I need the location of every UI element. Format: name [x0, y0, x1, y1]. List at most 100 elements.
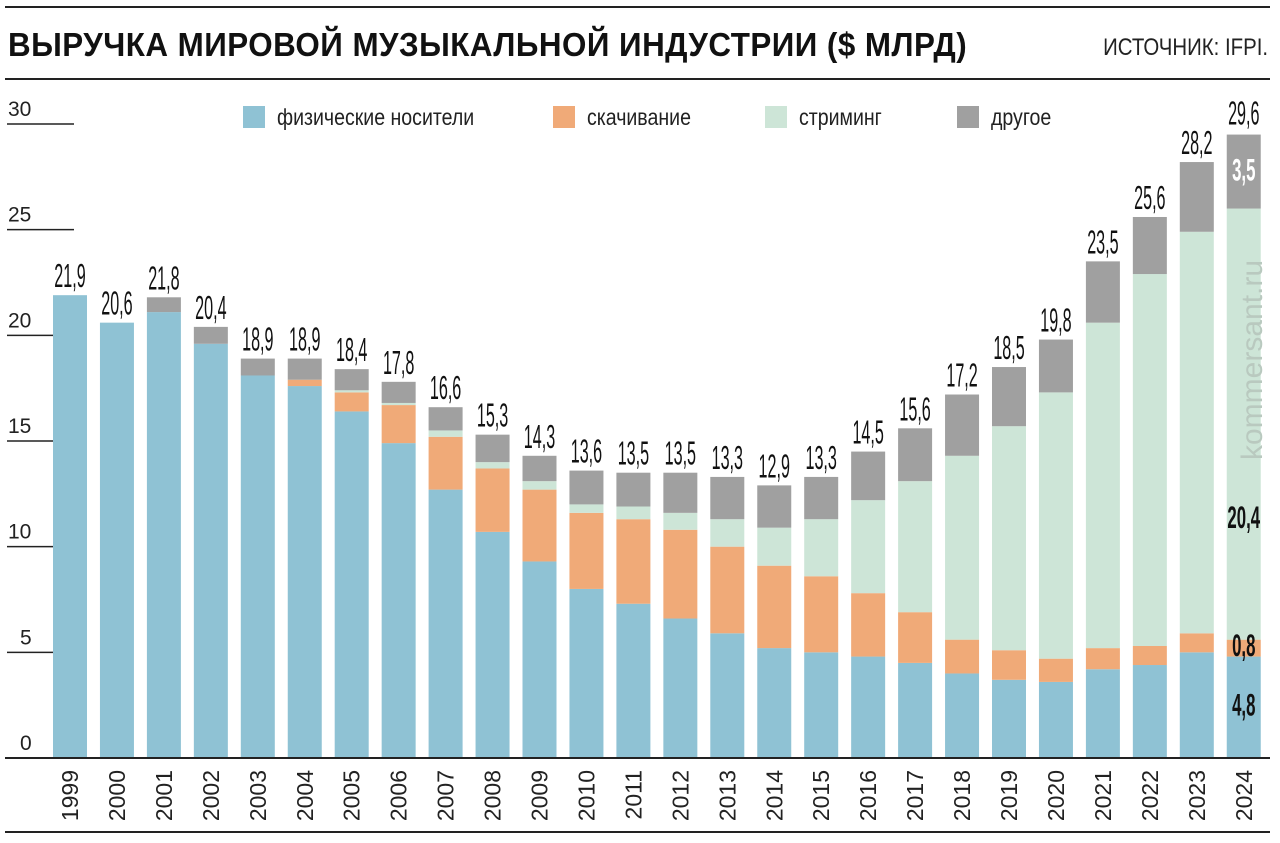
total-label: 13,3: [806, 438, 837, 476]
y-tick-label: 15: [8, 415, 31, 438]
bar-segment-physical: [992, 679, 1026, 758]
total-label: 13,5: [618, 434, 649, 472]
bar-segment-streaming: [1038, 392, 1073, 659]
bar-segment-physical: [804, 652, 839, 758]
bar-segment-physical: [1132, 665, 1167, 758]
bar-segment-download: [898, 612, 933, 663]
y-tick-label: 10: [8, 521, 31, 544]
bar-segment-download: [757, 565, 792, 649]
bar-segment-other: [616, 472, 651, 507]
x-tick-label: 2002: [198, 770, 224, 821]
segment-label-streaming: 20,4: [1227, 501, 1260, 536]
x-tick-label: 2024: [1231, 770, 1257, 821]
bar-segment-physical: [99, 322, 134, 758]
segment-label-physical: 4,8: [1232, 688, 1255, 723]
bar-segment-other: [569, 470, 604, 505]
bar-segment-streaming: [663, 512, 698, 530]
bar-segment-download: [1226, 639, 1261, 657]
total-label: 17,8: [383, 343, 414, 381]
bar-segment-other: [287, 358, 322, 380]
total-label: 23,5: [1087, 223, 1118, 261]
top-rule: [5, 6, 1270, 8]
bar-segment-other: [240, 358, 275, 376]
bar-segment-physical: [1179, 652, 1214, 758]
total-label: 13,5: [665, 434, 696, 472]
bar-segment-physical: [287, 386, 322, 758]
bar-segment-download: [381, 405, 416, 444]
x-tick-label: 2023: [1184, 770, 1210, 821]
bar-segment-physical: [428, 489, 463, 758]
bar-segment-other: [851, 451, 886, 501]
bar-segment-physical: [569, 588, 604, 758]
bar-segment-download: [428, 436, 463, 490]
bar-segment-download: [710, 546, 745, 634]
bar-segment-other: [1179, 162, 1214, 232]
bar-segment-other: [1226, 134, 1261, 209]
bar-segment-streaming: [945, 455, 980, 640]
bar-segment-download: [804, 576, 839, 653]
bar-segment-other: [804, 476, 839, 520]
x-tick-label: 2021: [1090, 770, 1116, 821]
bar-segment-physical: [475, 531, 510, 758]
x-tick-label: 2006: [386, 770, 412, 821]
bar-segment-streaming: [1226, 208, 1261, 640]
legend-label: скачивание: [587, 103, 691, 130]
bar-segment-physical: [616, 603, 651, 758]
legend-item-other: другое: [957, 100, 1062, 134]
x-tick-label: 2011: [620, 770, 646, 819]
bar-segment-download: [851, 593, 886, 657]
bar-segment-physical: [851, 656, 886, 758]
total-label: 19,8: [1040, 301, 1071, 339]
bar-segment-other: [381, 381, 416, 403]
bar-segment-streaming: [522, 481, 557, 490]
total-label: 25,6: [1134, 178, 1165, 216]
legend-label: другое: [991, 103, 1052, 130]
bar-segment-download: [616, 519, 651, 604]
bar-segment-streaming: [569, 504, 604, 513]
x-tick-label: 1999: [57, 770, 83, 821]
bar-segment-download: [1085, 648, 1120, 670]
x-tick-label: 2005: [339, 770, 365, 821]
bar-segment-streaming: [334, 390, 369, 393]
bar-segment-streaming: [804, 519, 839, 577]
x-tick-label: 2003: [245, 770, 271, 821]
bar-segment-download: [287, 379, 322, 387]
bar-segment-streaming: [381, 402, 416, 406]
legend-item-physical: физические носители: [243, 100, 509, 134]
y-tick-label: 5: [20, 626, 32, 649]
legend-swatch-streaming: [765, 106, 787, 128]
segment-label-download: 0,8: [1232, 629, 1255, 664]
total-label: 15,6: [899, 390, 930, 428]
bar-segment-other: [945, 394, 980, 456]
bar-segment-download: [945, 639, 980, 674]
bar-segment-other: [428, 407, 463, 431]
x-tick-label: 2022: [1137, 770, 1163, 821]
total-label: 20,6: [101, 284, 132, 322]
title-rule: [5, 78, 1270, 80]
bar-segment-physical: [146, 312, 181, 758]
bar-segment-physical: [522, 561, 557, 758]
source-note: ИСТОЧНИК: IFPI.: [1103, 34, 1268, 61]
watermark-text: kommersant.ru: [1236, 260, 1269, 460]
y-tick-label: 30: [8, 98, 31, 121]
legend-swatch-other: [957, 106, 979, 128]
bar-segment-physical: [898, 662, 933, 758]
total-label: 15,3: [477, 396, 508, 434]
bar-segment-streaming: [757, 527, 792, 566]
legend-swatch-download: [553, 106, 575, 128]
bar-segment-streaming: [898, 481, 933, 613]
bar-segment-download: [1038, 658, 1073, 682]
y-tick-label: 0: [20, 732, 32, 755]
bar-segment-other: [334, 369, 369, 391]
bar-segment-other: [1038, 339, 1073, 393]
legend-item-download: скачивание: [553, 100, 709, 134]
bar-segment-streaming: [992, 426, 1026, 651]
bar-segment-download: [569, 512, 604, 589]
total-label: 17,2: [946, 356, 977, 394]
bar-segment-physical: [334, 411, 369, 758]
bar-segment-download: [992, 650, 1026, 680]
bar-segment-streaming: [1179, 231, 1214, 634]
total-label: 28,2: [1181, 123, 1212, 161]
total-label: 14,5: [852, 413, 883, 451]
